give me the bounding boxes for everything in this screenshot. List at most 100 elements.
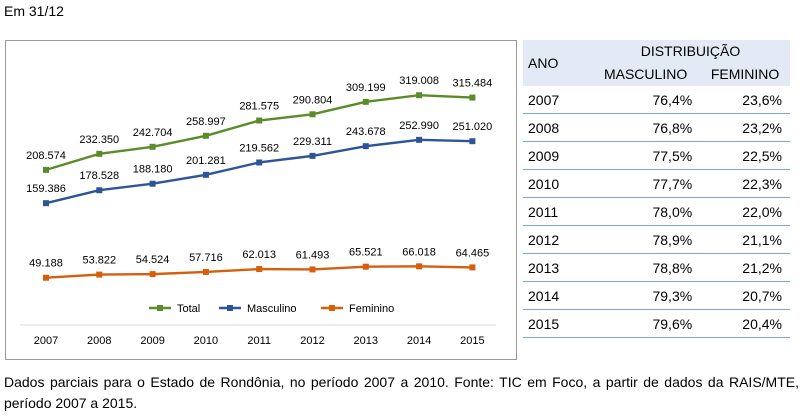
cell-year: 2009 [523,141,591,170]
data-point [96,150,103,157]
x-tick-label: 2014 [407,335,431,347]
data-label: 281.575 [239,101,279,113]
data-point [309,152,316,159]
cell-masculino: 76,8% [591,113,701,142]
cell-year: 2013 [523,253,591,282]
cell-feminino: 20,7% [700,281,790,310]
data-label: 251.020 [453,121,493,133]
data-label: 242.704 [133,127,173,139]
chart-canvas: 2007 2008 2009 2010 2011 2012 2013 2014 2015 208.… [20,75,496,347]
data-point [416,136,423,143]
data-label: 208.574 [26,150,66,162]
data-label: 66.018 [402,246,436,258]
x-tick-label: 2008 [87,335,111,347]
data-label: 229.311 [293,136,332,148]
table-row: 2009 77,5% 22,5% [523,141,790,170]
header-note: Em 31/12 [4,3,64,19]
data-label: 53.822 [82,255,116,267]
col-header-ano: ANO [523,40,591,86]
cell-masculino: 79,3% [591,281,701,310]
col-header-masculino: MASCULINO [591,62,701,86]
legend-swatch-marker [157,305,163,311]
data-point [202,171,209,178]
data-label: 232.350 [79,134,119,146]
cell-year: 2007 [523,86,591,114]
legend-swatch-marker [329,305,335,311]
legend-label: Masculino [247,303,297,315]
data-label: 290.804 [293,94,333,106]
data-label: 258.997 [186,116,226,128]
x-tick-label: 2011 [247,335,271,347]
data-point [416,263,423,270]
table-row: 2007 76,4% 23,6% [523,86,790,114]
data-point [96,271,103,278]
cell-feminino: 22,3% [700,169,790,198]
data-label: 319.008 [399,75,439,87]
data-point [309,111,316,118]
line-chart: 2007 2008 2009 2010 2011 2012 2013 2014 2015 208.… [5,40,517,360]
footer-note: Dados parciais para o Estado de Rondônia… [4,374,799,411]
data-label: 61.493 [296,249,330,261]
data-label: 57.716 [189,252,223,264]
col-header-distribuicao: DISTRIBUIÇÃO [591,40,790,62]
data-point [149,143,156,150]
data-label: 54.524 [136,254,170,266]
x-tick-label: 2009 [140,335,164,347]
table-row: 2012 78,9% 21,1% [523,225,790,254]
data-point [256,159,263,166]
col-header-feminino: FEMININO [700,62,790,86]
data-point [149,271,156,278]
data-point [362,143,369,150]
cell-feminino: 21,2% [700,253,790,282]
x-tick-label: 2015 [460,335,484,347]
cell-year: 2011 [523,197,591,226]
legend-label: Total [177,303,200,315]
x-tick-label: 2012 [300,335,324,347]
cell-masculino: 78,9% [591,225,701,254]
data-point [362,263,369,270]
cell-feminino: 20,4% [700,309,790,338]
distribution-table: ANO DISTRIBUIÇÃO MASCULINO FEMININO 2007… [523,40,790,338]
data-label: 243.678 [346,126,386,138]
cell-masculino: 79,6% [591,309,701,338]
table-row: 2008 76,8% 23,2% [523,113,790,142]
cell-masculino: 76,4% [591,86,701,114]
data-label: 64.465 [456,247,490,259]
data-label: 315.484 [453,78,493,90]
cell-year: 2008 [523,113,591,142]
data-label: 178.528 [79,170,119,182]
cell-feminino: 21,1% [700,225,790,254]
data-label: 62.013 [242,249,276,261]
data-point [469,94,476,101]
data-point [256,117,263,124]
data-point [149,180,156,187]
table-row: 2013 78,8% 21,2% [523,253,790,282]
data-label: 309.199 [346,82,386,94]
data-point [202,268,209,275]
cell-masculino: 78,8% [591,253,701,282]
table-row: 2010 77,7% 22,3% [523,169,790,198]
x-tick-label: 2007 [34,335,58,347]
data-point [362,98,369,105]
cell-feminino: 22,0% [700,197,790,226]
x-tick-label: 2010 [194,335,218,347]
data-point [469,138,476,145]
table-row: 2011 78,0% 22,0% [523,197,790,226]
data-label: 159.386 [26,183,66,195]
data-label: 219.562 [239,142,279,154]
cell-masculino: 77,5% [591,141,701,170]
cell-year: 2014 [523,281,591,310]
table-row: 2015 79,6% 20,4% [523,309,790,338]
data-label: 188.180 [133,164,173,176]
cell-feminino: 22,5% [700,141,790,170]
x-tick-label: 2013 [354,335,378,347]
cell-feminino: 23,2% [700,113,790,142]
cell-masculino: 78,0% [591,197,701,226]
data-point [43,274,49,281]
data-point [96,187,103,194]
table-row: 2014 79,3% 20,7% [523,281,790,310]
cell-feminino: 23,6% [700,86,790,114]
cell-year: 2015 [523,309,591,338]
cell-masculino: 77,7% [591,169,701,198]
data-point [416,92,423,99]
